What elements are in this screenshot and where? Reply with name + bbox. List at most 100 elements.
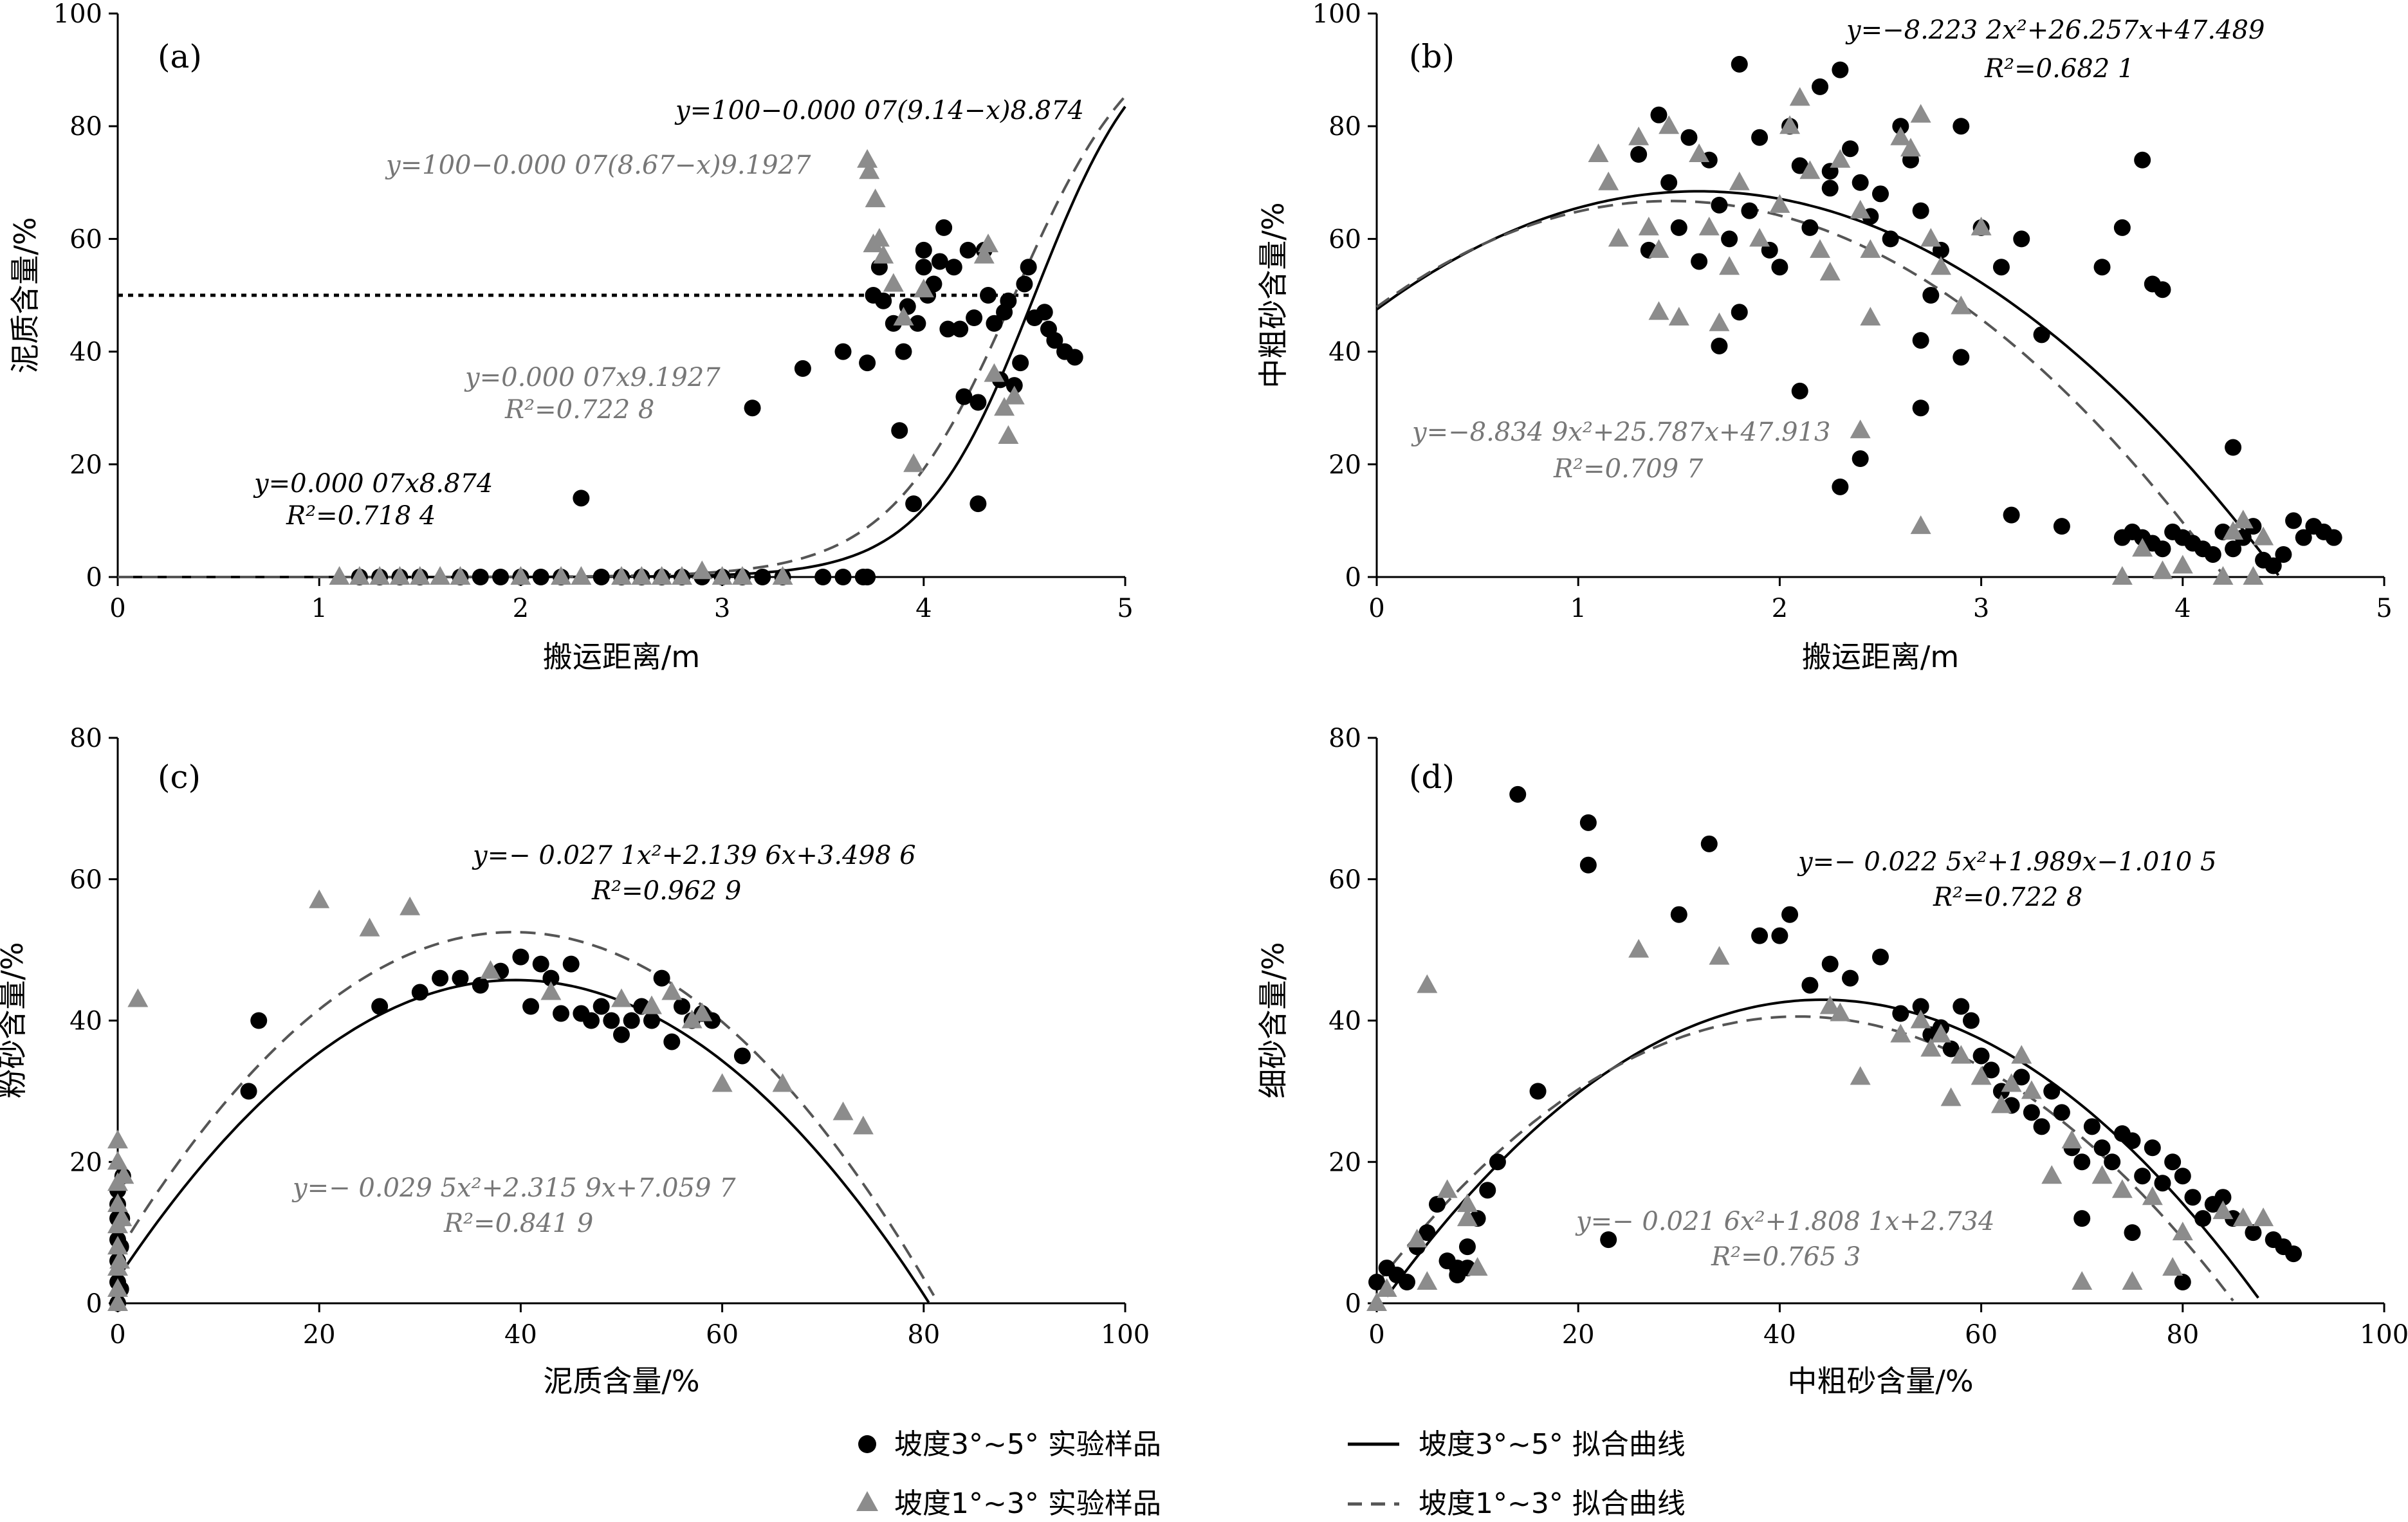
triangle-data-point <box>1417 1271 1438 1290</box>
triangle-data-point <box>107 1130 128 1149</box>
triangle-data-point <box>1588 143 1609 162</box>
dot-data-point <box>2214 1189 2232 1206</box>
triangle-data-point <box>1457 1207 1478 1227</box>
dot-data-point <box>1368 1274 1385 1291</box>
dot-data-point <box>1791 382 1808 399</box>
dot-data-point <box>2174 1168 2191 1185</box>
dot-data-point <box>1872 185 1889 203</box>
dot-data-point <box>2204 546 2221 563</box>
dot-data-point <box>875 292 892 309</box>
triangle-data-point <box>107 1292 128 1311</box>
dot-data-point <box>986 315 1003 332</box>
triangle-data-point <box>641 995 662 1014</box>
triangle-data-point <box>127 988 149 1007</box>
dot-data-point <box>1832 61 1849 78</box>
y-tick-label: 100 <box>53 0 102 29</box>
dot-data-point <box>583 1012 600 1029</box>
x-tick-label: 60 <box>1965 1320 1998 1350</box>
triangle-data-point <box>1930 1023 1951 1043</box>
triangle-data-point <box>1810 239 1831 258</box>
triangle-data-point <box>2212 1200 2234 1220</box>
dot-data-point <box>1953 118 1970 135</box>
triangle-data-point <box>409 566 430 585</box>
dot-data-point <box>915 259 932 276</box>
dot-data-point <box>980 287 997 304</box>
x-axis-title: 泥质含量/% <box>543 1364 699 1398</box>
triangle-data-point <box>2253 526 2274 546</box>
fit-curve-dashed <box>116 931 935 1296</box>
triangle-data-point <box>692 1002 713 1022</box>
equation-annotation: R²=0.841 9 <box>443 1209 593 1238</box>
dot-data-point <box>1660 174 1678 191</box>
y-tick-label: 0 <box>86 1289 102 1319</box>
x-tick-label: 80 <box>2166 1320 2199 1350</box>
dot-data-point <box>959 241 977 259</box>
dot-data-point <box>1842 140 1859 158</box>
triangle-data-point <box>1406 1229 1428 1248</box>
dot-data-point <box>1781 906 1799 923</box>
triangle-data-point <box>1819 995 1841 1014</box>
dot-data-point <box>1922 287 1940 304</box>
triangle-data-point <box>712 1073 733 1092</box>
dot-data-point <box>2033 1118 2050 1135</box>
dot-data-point <box>1801 219 1819 236</box>
y-tick-label: 0 <box>1345 1289 1361 1319</box>
dot-data-point <box>623 1012 640 1029</box>
dot-data-point <box>1992 259 2010 276</box>
equation-annotation: y=− 0.022 5x²+1.989x−1.010 5 <box>1797 847 2216 877</box>
dot-data-point <box>1458 1238 1476 1256</box>
dot-data-point <box>553 1005 570 1022</box>
triangle-data-point <box>1990 1094 2012 1114</box>
dot-data-point <box>1791 157 1808 174</box>
fit-curve-solid <box>1375 190 2280 576</box>
x-tick-label: 40 <box>1763 1320 1796 1350</box>
dot-data-point <box>2134 1168 2151 1185</box>
triangle-data-point <box>1900 138 1921 157</box>
dot-data-point <box>250 1012 268 1029</box>
triangle-data-point <box>2212 566 2234 585</box>
triangle-data-point <box>1417 974 1438 993</box>
triangle-data-point <box>1819 261 1841 280</box>
triangle-data-point <box>731 566 753 585</box>
fit-curve-solid <box>1386 998 2259 1299</box>
dot-data-point <box>814 569 832 585</box>
triangle-data-point <box>359 917 380 937</box>
panel-label: (a) <box>158 38 202 75</box>
dot-data-point <box>1489 1153 1506 1171</box>
panel-label: (b) <box>1409 38 1455 75</box>
triangle-data-point <box>1920 228 1942 247</box>
dot-data-point <box>1711 337 1728 354</box>
dot-data-point <box>1711 196 1728 214</box>
dot-data-point <box>1751 927 1769 944</box>
legend-dot-marker <box>858 1435 876 1453</box>
triangle-data-point <box>400 896 421 915</box>
triangle-data-point <box>107 1236 128 1255</box>
triangle-data-point <box>1608 228 1629 247</box>
dot-data-point <box>2093 1139 2111 1157</box>
triangle-data-point <box>661 981 683 1000</box>
dot-data-point <box>593 998 610 1015</box>
triangle-data-point <box>1004 385 1025 405</box>
triangle-data-point <box>1648 239 1669 258</box>
dot-data-point <box>834 343 852 360</box>
triangle-data-point <box>1437 1179 1458 1198</box>
dot-data-point <box>970 394 987 411</box>
dot-data-point <box>603 1012 620 1029</box>
triangle-data-point <box>309 889 330 908</box>
triangle-data-point <box>1467 1257 1488 1276</box>
dot-data-point <box>1731 304 1748 321</box>
dot-data-point <box>1983 1061 2000 1079</box>
y-tick-label: 80 <box>1328 724 1361 753</box>
triangle-data-point <box>1719 256 1740 275</box>
y-tick-label: 60 <box>1328 225 1361 254</box>
dot-data-point <box>2285 1245 2302 1263</box>
legend-dots-label: 坡度3°~5° 实验样品 <box>894 1428 1161 1461</box>
dot-data-point <box>2124 1132 2141 1150</box>
dot-data-point <box>2295 529 2312 546</box>
triangle-data-point <box>2072 1271 2093 1290</box>
dot-data-point <box>2144 1139 2161 1157</box>
x-tick-label: 60 <box>706 1320 739 1350</box>
x-tick-label: 3 <box>714 594 730 623</box>
triangle-data-point <box>2162 1257 2183 1276</box>
